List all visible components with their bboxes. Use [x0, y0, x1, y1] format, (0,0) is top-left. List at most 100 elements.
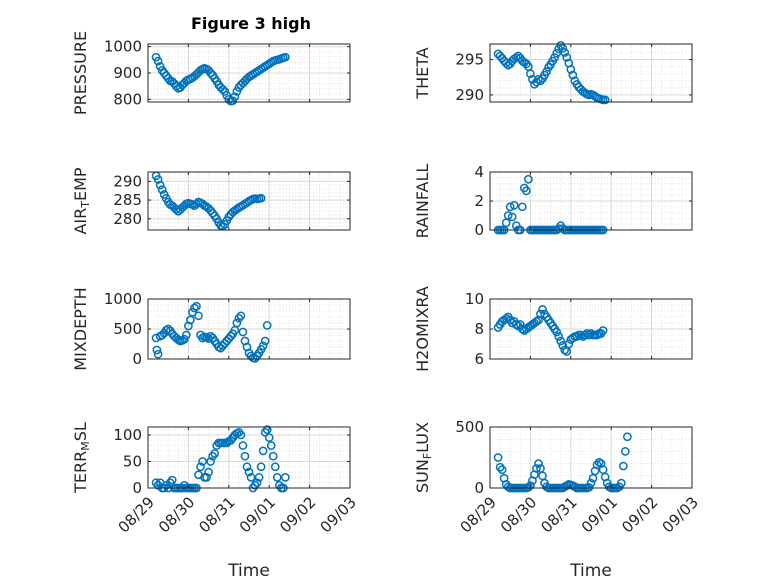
data-point [281, 52, 290, 62]
data-point [522, 186, 531, 196]
x-tick-label: 09/01 [236, 493, 279, 536]
data-point [153, 175, 163, 184]
data-point [592, 460, 602, 470]
data-point [592, 330, 602, 340]
y-tick-label: 295 [455, 51, 484, 69]
data-point [264, 433, 274, 442]
x-tick-label: 08/30 [155, 493, 198, 536]
data-point [526, 69, 535, 79]
data-point [155, 180, 165, 190]
y-tick-label: 500 [455, 418, 484, 436]
panel-pressure: 800 900 1000 PRESSURE [71, 31, 351, 115]
x-tick-label: 09/01 [578, 493, 621, 536]
y-label-part: THETA [413, 47, 432, 99]
data-point [258, 446, 268, 456]
data-point [262, 425, 272, 435]
y-label-subscript: M [79, 441, 92, 451]
y-label-part: MIXDEPTH [71, 287, 90, 370]
panel-rainfall: 0 2 4 RAINFALL [413, 163, 693, 239]
data-point [562, 347, 572, 356]
data-point [562, 53, 572, 62]
y-label-subscript: F [421, 453, 434, 459]
data-point [623, 432, 632, 442]
data-point [152, 345, 162, 355]
y-label-part: PRESSURE [71, 31, 90, 115]
data-point [226, 331, 236, 341]
y-label-part: LUX [413, 422, 432, 453]
data-point [524, 174, 533, 184]
data-point [509, 201, 519, 210]
y-tick-label: 0 [132, 479, 142, 497]
data-point [507, 212, 517, 222]
data-point [218, 84, 228, 94]
y-label-part: RAINFALL [413, 164, 432, 239]
data-point [598, 326, 608, 335]
data-point [568, 70, 578, 80]
data-point [554, 332, 564, 341]
y-tick-label: 100 [113, 426, 142, 444]
x-tick-label: 09/02 [618, 493, 661, 536]
data-point [534, 459, 543, 468]
data-point [252, 478, 262, 488]
data-point [190, 303, 199, 313]
data-point [232, 318, 242, 328]
y-axis-label: TERRMSL [71, 422, 92, 494]
y-axis-label: AIRTEMP [71, 167, 92, 234]
data-point [192, 199, 201, 209]
y-tick-label: 800 [113, 90, 142, 108]
data-point [552, 327, 562, 337]
data-point [503, 211, 513, 220]
data-point [196, 462, 205, 472]
axes-box [489, 426, 693, 489]
y-tick-label: 1000 [104, 38, 142, 56]
axes-box [147, 426, 351, 489]
data-point [618, 461, 628, 471]
data-point [524, 483, 533, 492]
y-tick-label: 1000 [104, 290, 142, 308]
data-point [157, 185, 167, 194]
data-point [517, 324, 527, 334]
data-point [182, 330, 191, 340]
data-point [584, 483, 594, 492]
data-point [266, 441, 276, 450]
data-point [254, 473, 264, 482]
x-tick-label: 09/03 [659, 493, 702, 536]
panel-theta: 290 295 THETA [413, 41, 693, 105]
data-point [616, 478, 626, 488]
y-tick-label: 4 [474, 163, 484, 181]
data-point [558, 224, 568, 233]
data-point [536, 76, 545, 86]
data-point [501, 314, 511, 323]
data-point [560, 345, 570, 355]
data-point [576, 330, 586, 340]
y-label-part: TERR [71, 451, 90, 494]
data-point [620, 447, 630, 456]
x-tick-label: 08/31 [195, 493, 238, 536]
y-axis-label: MIXDEPTH [71, 287, 90, 370]
data-point [256, 462, 266, 472]
data-point [497, 465, 507, 475]
data-point [258, 341, 268, 351]
data-point [194, 311, 203, 321]
plot-area [148, 172, 350, 230]
data-point [262, 321, 272, 330]
axes-box [489, 43, 693, 103]
y-tick-label: 290 [455, 86, 484, 104]
data-point [586, 329, 596, 338]
y-tick-label: 0 [474, 479, 484, 497]
data-point [538, 305, 547, 314]
y-axis-label: PRESSURE [71, 31, 90, 115]
y-tick-label: 500 [113, 320, 142, 338]
data-point [558, 341, 568, 350]
data-point [552, 48, 562, 58]
data-point [238, 441, 248, 450]
data-point [584, 330, 594, 340]
data-point [238, 327, 248, 337]
data-point [242, 462, 252, 472]
data-point [153, 349, 163, 359]
data-point [250, 354, 260, 363]
data-point [167, 475, 177, 485]
